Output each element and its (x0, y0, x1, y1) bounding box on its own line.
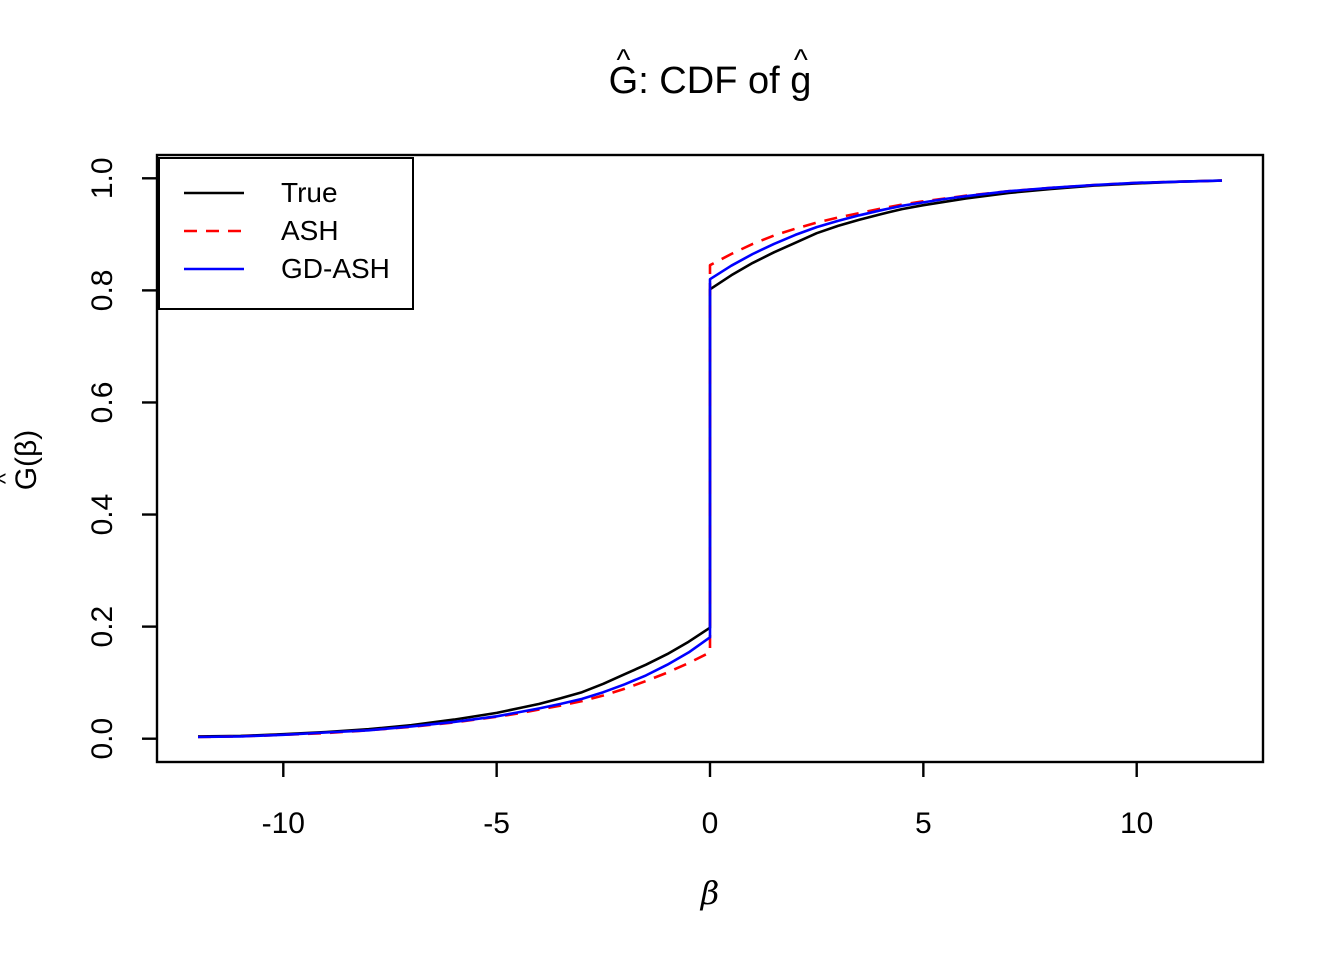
hatted-symbol: ^G (608, 44, 639, 102)
legend: True ASH GD-ASH (158, 157, 414, 310)
y-tick-label: 0.2 (86, 606, 119, 648)
legend-line-true (184, 191, 244, 195)
legend-item-ash: ASH (160, 212, 412, 250)
hatted-symbol: ^ g (790, 44, 812, 102)
hat-accent: ^ (0, 473, 18, 484)
x-tick-label: -5 (483, 807, 510, 840)
legend-item-true: True (160, 174, 412, 212)
chart-title: ^ G: CDF of ^ g (608, 44, 812, 102)
x-tick-label: 10 (1120, 807, 1153, 840)
y-tick-label: 0.4 (86, 494, 119, 536)
legend-line-gd-ash (184, 267, 244, 271)
legend-label-ash: ASH (281, 215, 339, 246)
hat-accent: ^ (793, 44, 808, 78)
y-tick-label: 1.0 (86, 157, 119, 199)
legend-item-gd-ash: GD-ASH (160, 250, 412, 288)
legend-label-gd-ash: GD-ASH (281, 253, 390, 284)
x-tick-label: 0 (702, 807, 719, 840)
legend-line-ash (184, 229, 244, 233)
y-axis-label: ^G(β) (0, 380, 49, 540)
legend-label-true: True (281, 177, 338, 208)
y-tick-label: 0.6 (86, 382, 119, 424)
hat-accent: ^ (616, 44, 631, 78)
hatted-symbol: ^G (0, 467, 49, 490)
x-tick-label: -10 (262, 807, 305, 840)
x-axis-label: β (700, 874, 720, 912)
x-tick-label: 5 (915, 807, 932, 840)
series-line-gd-ash (197, 179, 1223, 739)
y-tick-label: 0.0 (86, 718, 119, 760)
plot-box (155, 153, 1265, 764)
y-tick-label: 0.8 (86, 270, 119, 312)
